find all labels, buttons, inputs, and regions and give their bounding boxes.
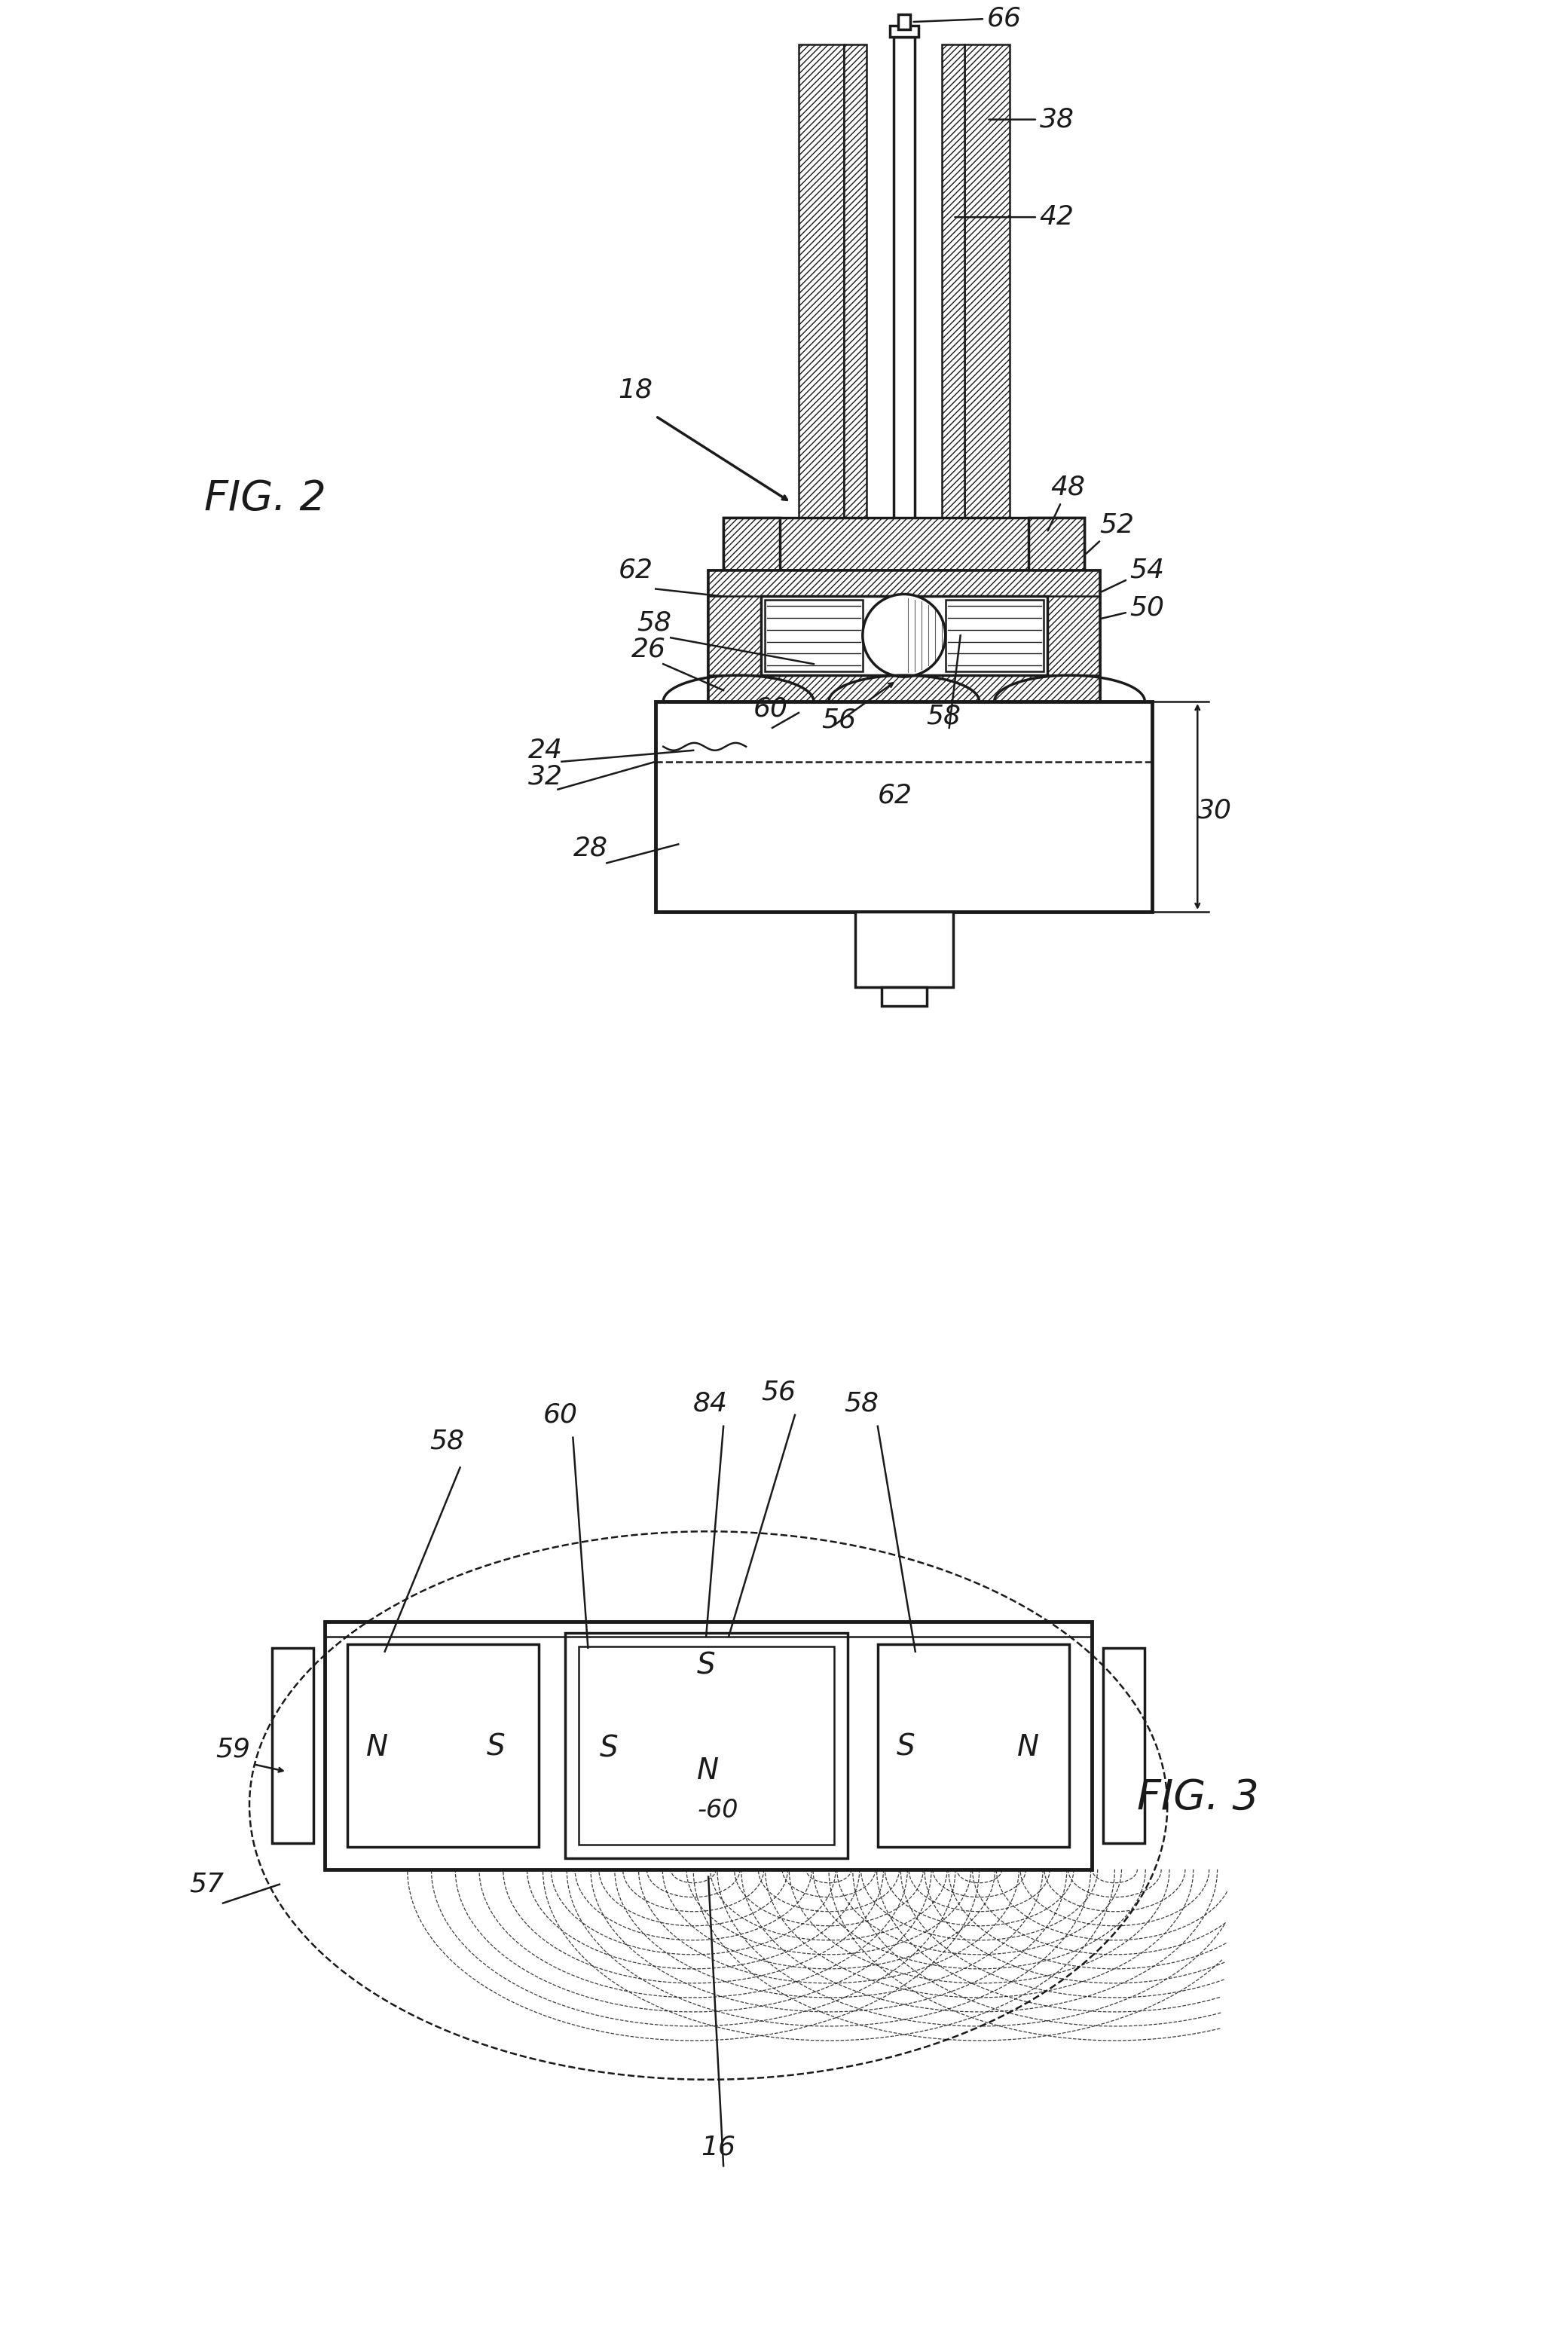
- Text: 60: 60: [754, 696, 789, 722]
- Bar: [964, 45, 1010, 518]
- Bar: [709, 570, 1099, 701]
- Text: 18: 18: [618, 378, 652, 403]
- Text: 59: 59: [215, 1735, 251, 1761]
- Text: 32: 32: [528, 764, 563, 790]
- Text: 62: 62: [878, 783, 913, 809]
- Text: 50: 50: [1102, 596, 1165, 621]
- Text: 24: 24: [528, 739, 563, 762]
- Text: 56: 56: [822, 708, 856, 734]
- Bar: [723, 518, 779, 607]
- Bar: [889, 26, 919, 38]
- Bar: [579, 1646, 834, 1846]
- Text: 16: 16: [701, 2134, 735, 2160]
- Text: 58: 58: [637, 610, 671, 635]
- Text: N: N: [365, 1733, 387, 1761]
- Text: 58: 58: [844, 1391, 878, 1416]
- Text: 56: 56: [760, 1379, 795, 1405]
- Text: FIG. 3: FIG. 3: [1137, 1778, 1259, 1817]
- Bar: [1104, 1649, 1145, 1843]
- Bar: [894, 38, 914, 532]
- Text: 28: 28: [572, 835, 607, 861]
- Bar: [798, 45, 844, 518]
- Text: 62: 62: [618, 558, 652, 584]
- Text: FIG. 2: FIG. 2: [204, 478, 326, 518]
- Bar: [325, 1620, 1093, 1869]
- Bar: [760, 596, 1047, 675]
- Text: N: N: [1018, 1733, 1040, 1761]
- Text: 26: 26: [632, 635, 666, 661]
- Bar: [881, 987, 927, 1006]
- Text: 84: 84: [693, 1391, 728, 1416]
- Text: 57: 57: [190, 1871, 224, 1897]
- Bar: [709, 570, 1099, 596]
- Bar: [942, 45, 964, 518]
- Text: 30: 30: [1198, 797, 1232, 823]
- Bar: [723, 518, 1085, 570]
- Bar: [347, 1644, 539, 1848]
- Text: 38: 38: [989, 108, 1074, 131]
- Text: 52: 52: [1087, 511, 1134, 553]
- Bar: [655, 701, 1152, 912]
- Text: N: N: [698, 1756, 720, 1785]
- Bar: [855, 912, 953, 987]
- Text: -60: -60: [698, 1799, 739, 1822]
- Bar: [878, 1644, 1069, 1848]
- Bar: [709, 675, 1099, 701]
- Text: S: S: [486, 1733, 505, 1761]
- Text: 54: 54: [1102, 558, 1165, 591]
- Bar: [844, 45, 867, 518]
- Bar: [1029, 518, 1085, 607]
- Text: 66: 66: [914, 5, 1021, 30]
- Bar: [566, 1632, 848, 1857]
- Bar: [1047, 570, 1099, 701]
- Bar: [946, 600, 1043, 671]
- Bar: [898, 14, 909, 30]
- Bar: [709, 570, 760, 701]
- Text: 48: 48: [1047, 474, 1085, 530]
- Ellipse shape: [862, 593, 946, 678]
- Text: 60: 60: [543, 1402, 577, 1428]
- Text: 58: 58: [927, 704, 961, 729]
- Bar: [765, 600, 862, 671]
- Text: 58: 58: [430, 1428, 464, 1454]
- Text: S: S: [897, 1733, 916, 1761]
- Text: S: S: [698, 1651, 715, 1679]
- Text: S: S: [599, 1733, 618, 1763]
- Bar: [271, 1649, 314, 1843]
- Text: 42: 42: [955, 204, 1074, 230]
